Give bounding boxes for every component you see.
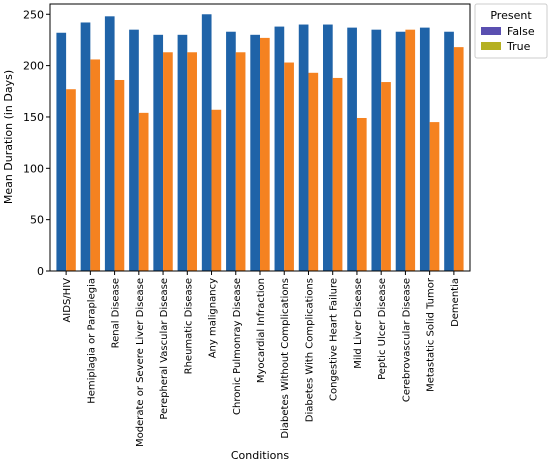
x-tick-label-15: Metastatic Solid Tumor — [426, 277, 437, 392]
x-tick-label-4: Perepheral Vascular Disease — [159, 278, 170, 420]
bar-false-12 — [347, 27, 357, 272]
x-tick-label-12: Mild Liver Disease — [353, 278, 364, 369]
bar-true-9 — [284, 62, 294, 271]
x-tick-label-13: Peptic Ulcer Disease — [377, 278, 388, 380]
bar-true-4 — [163, 52, 173, 271]
bar-false-9 — [274, 26, 285, 272]
bar-false-1 — [80, 22, 91, 272]
bar-true-10 — [308, 72, 319, 271]
bar-false-4 — [153, 34, 164, 272]
y-tick-label-0: 0 — [37, 265, 44, 278]
bar-false-10 — [298, 24, 309, 271]
y-axis-label: Mean Duration (in Days) — [2, 70, 15, 204]
y-tick-label-2: 100 — [23, 162, 44, 175]
bar-true-5 — [187, 52, 197, 271]
bar-false-13 — [371, 29, 382, 272]
bar-false-6 — [201, 14, 212, 272]
bar-true-11 — [332, 77, 343, 271]
x-tick-label-6: Any malignancy — [208, 278, 219, 358]
x-tick-label-1: Hemiplagia or Paraplegia — [86, 278, 97, 404]
x-tick-label-16: Dementia — [450, 278, 461, 327]
y-tick-label-1: 50 — [30, 214, 44, 227]
x-tick-label-9: Diabetes Without Complications — [280, 278, 291, 439]
x-tick-label-3: Moderate or Severe Liver Disease — [135, 278, 146, 447]
bar-false-15 — [419, 27, 430, 272]
x-tick-label-5: Rheumatic Disease — [183, 278, 194, 374]
bar-false-8 — [250, 34, 260, 272]
legend-label-false: False — [507, 25, 535, 38]
bar-false-11 — [323, 24, 333, 271]
legend: Present False True — [474, 3, 548, 59]
bar-true-0 — [66, 89, 76, 271]
y-axis: 0 50 100 150 200 250 — [23, 8, 50, 278]
bar-true-16 — [453, 47, 464, 271]
x-tick-label-7: Chronic Pulmonray Disease — [232, 278, 243, 415]
bar-true-15 — [429, 122, 440, 271]
x-tick-label-10: Diabetes With Complications — [304, 278, 315, 422]
x-axis-label: Conditions — [231, 449, 289, 462]
legend-label-true: True — [506, 40, 531, 53]
x-tick-label-8: Myocardial Infraction — [256, 278, 267, 383]
y-tick-label-4: 200 — [23, 60, 44, 73]
bar-true-8 — [260, 37, 270, 271]
bar-false-16 — [444, 31, 454, 272]
bar-true-12 — [356, 117, 367, 272]
bar-true-14 — [405, 29, 416, 272]
bar-true-2 — [114, 79, 125, 272]
bar-false-5 — [177, 34, 188, 272]
bars-group — [56, 14, 464, 272]
legend-swatch-false — [481, 27, 501, 35]
x-tick-label-11: Congestive Heart Failure — [329, 278, 340, 401]
y-tick-label-3: 150 — [23, 111, 44, 124]
bar-false-7 — [226, 31, 236, 272]
bar-true-7 — [235, 52, 246, 271]
x-tick-label-2: Renal Disease — [111, 278, 122, 348]
legend-title: Present — [490, 9, 532, 22]
x-tick-label-0: AIDS/HIV — [62, 278, 73, 323]
x-axis: AIDS/HIV Hemiplagia or Paraplegia Renal Di… — [62, 271, 461, 447]
bar-false-0 — [56, 32, 67, 271]
bar-true-3 — [138, 112, 149, 271]
x-tick-label-14: Cerebrovascular Disease — [401, 278, 412, 402]
bar-false-3 — [129, 29, 139, 272]
legend-swatch-true — [481, 42, 501, 50]
bar-false-14 — [395, 31, 406, 272]
bar-true-13 — [381, 82, 391, 271]
bar-true-1 — [90, 59, 101, 272]
bar-false-2 — [104, 16, 115, 271]
y-tick-label-5: 250 — [23, 8, 44, 21]
bar-true-6 — [211, 109, 222, 272]
